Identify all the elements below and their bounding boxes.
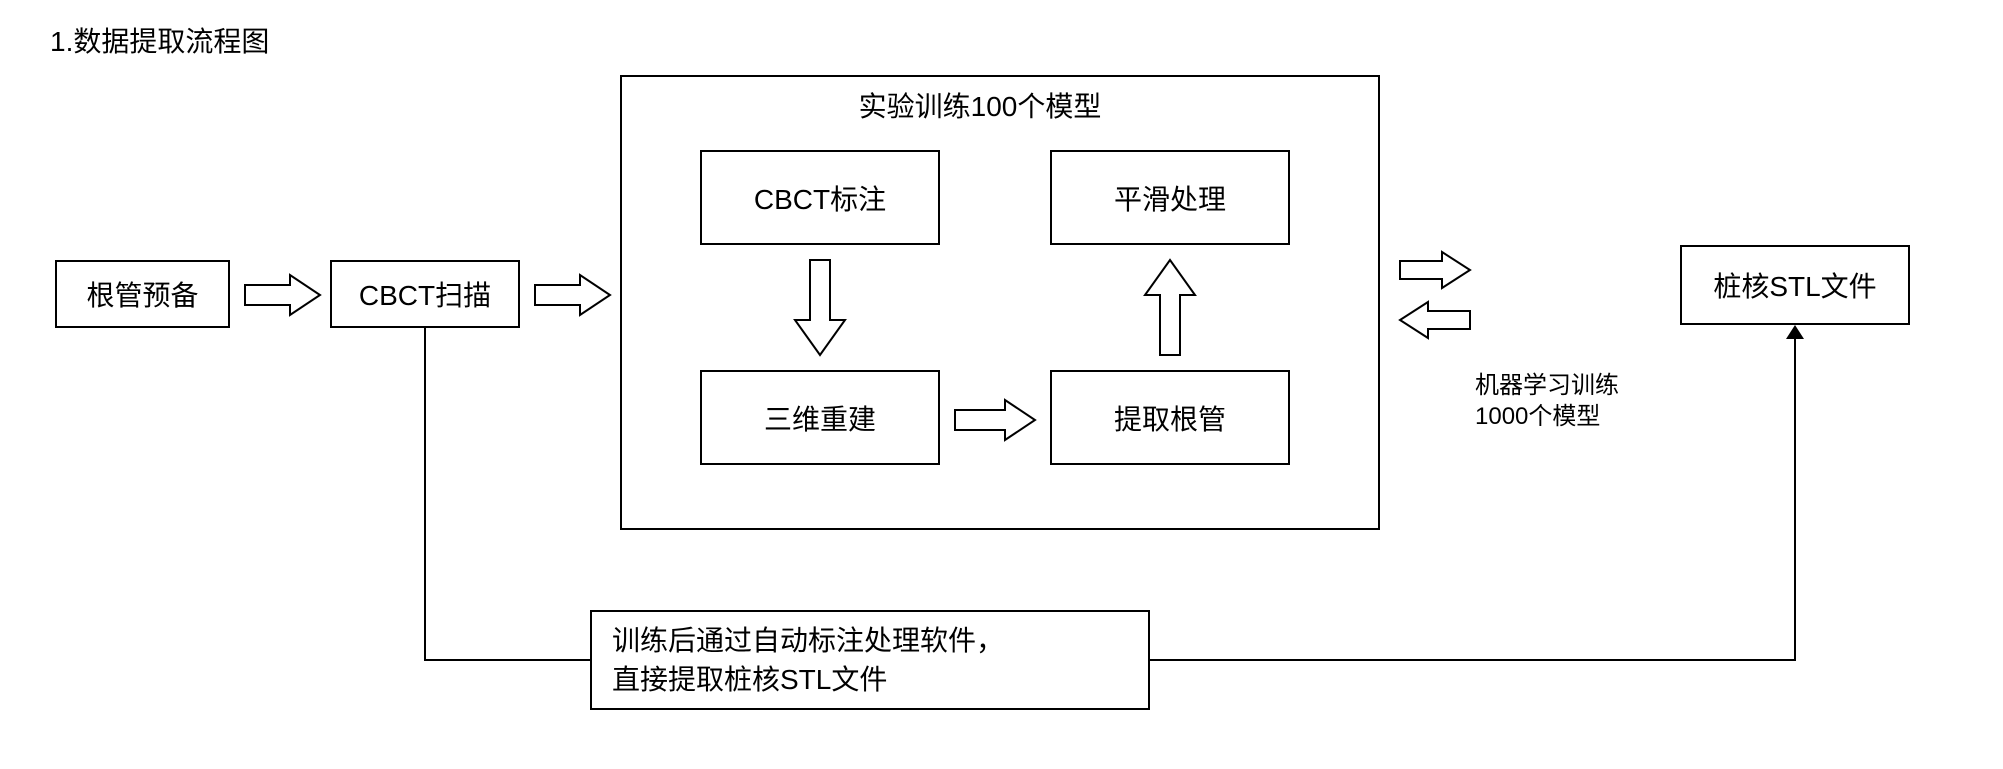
arrowhead-into-n7 — [1786, 325, 1804, 339]
node-cbct-annotate: CBCT标注 — [700, 150, 940, 245]
arrow-n3-n5 — [795, 260, 845, 355]
node-3d-reconstruct: 三维重建 — [700, 370, 940, 465]
arrow-n7-container — [1400, 302, 1470, 338]
line-n7-up — [1794, 335, 1796, 661]
node-label: 桩核STL文件 — [1713, 265, 1876, 305]
line-bottom-right — [1150, 659, 1795, 661]
bottom-note-text: 训练后通过自动标注处理软件， 直接提取桩核STL文件 — [612, 621, 1004, 699]
node-label: 提取根管 — [1114, 398, 1226, 438]
arrow-n6-n4 — [1145, 260, 1195, 355]
ml-training-note: 机器学习训练 1000个模型 — [1475, 370, 1619, 432]
note-line1: 机器学习训练 — [1475, 370, 1619, 401]
node-label: 三维重建 — [764, 398, 876, 438]
node-label: CBCT扫描 — [359, 274, 491, 314]
line-n2-down — [424, 328, 426, 660]
diagram-title: 1.数据提取流程图 — [50, 20, 269, 60]
line-bottom-left — [424, 659, 590, 661]
arrow-container-n7 — [1400, 252, 1470, 288]
training-container-label: 实验训练100个模型 — [830, 85, 1130, 125]
node-stl-file: 桩核STL文件 — [1680, 245, 1910, 325]
node-extract-canal: 提取根管 — [1050, 370, 1290, 465]
arrow-n5-n6 — [955, 400, 1035, 440]
node-smooth: 平滑处理 — [1050, 150, 1290, 245]
node-root-canal-prep: 根管预备 — [55, 260, 230, 328]
note-line2: 1000个模型 — [1475, 401, 1619, 432]
arrow-n1-n2 — [245, 275, 320, 315]
bottom-note-box: 训练后通过自动标注处理软件， 直接提取桩核STL文件 — [590, 610, 1150, 710]
node-cbct-scan: CBCT扫描 — [330, 260, 520, 328]
node-label: 平滑处理 — [1114, 178, 1226, 218]
node-label: CBCT标注 — [754, 178, 886, 218]
node-label: 根管预备 — [86, 274, 198, 314]
arrow-n2-container — [535, 275, 610, 315]
